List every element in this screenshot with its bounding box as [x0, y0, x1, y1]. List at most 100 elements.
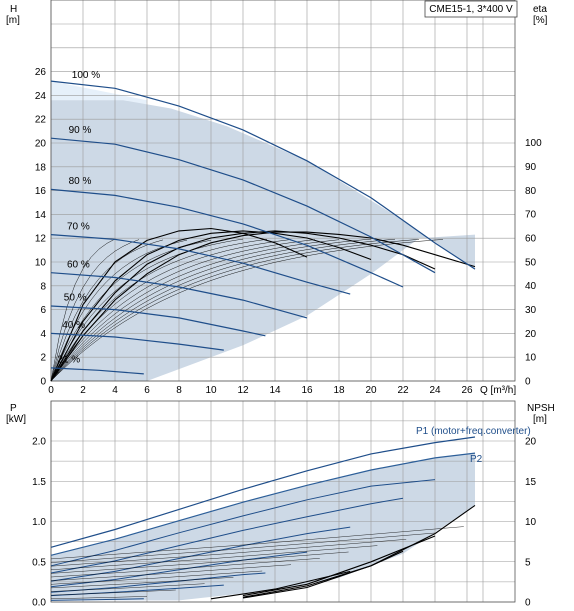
x-tick-label: 24 — [429, 385, 441, 396]
power-family-curve — [50, 596, 148, 599]
speed-label: 50 % — [64, 293, 87, 304]
eta-family-curve — [50, 238, 116, 382]
top-y-tick-label: 24 — [35, 91, 47, 102]
head-curve-40 — [50, 332, 224, 351]
eta-family-curve — [50, 239, 140, 382]
speed-label: 100 % — [72, 70, 100, 81]
top-y-tick-label: 14 — [35, 210, 47, 221]
x-tick-label: 0 — [48, 385, 54, 396]
top-y-right-tick-label: 50 — [525, 257, 537, 268]
bottom-y-axis-label-line1: P — [10, 403, 17, 414]
x-tick-label: 10 — [205, 385, 217, 396]
bottom-y-right-tick-label: 0 — [525, 598, 531, 609]
eta-curve-1 — [50, 230, 372, 382]
power-curve-3 — [50, 497, 404, 574]
speed-label: 21 % — [57, 355, 80, 366]
bottom-right-axis-label-line2: [m] — [533, 414, 547, 425]
power-curve-1 — [50, 452, 476, 556]
operating-envelope — [51, 100, 475, 381]
x-tick-label: 16 — [301, 385, 313, 396]
speed-label: 90 % — [69, 125, 92, 136]
eta-curve-2 — [50, 230, 436, 382]
top-y-tick-label: 6 — [40, 305, 46, 316]
top-right-axis-label-line2: [%] — [533, 15, 548, 26]
head-curve-80 — [50, 188, 404, 288]
top-y-right-tick-label: 20 — [525, 329, 537, 340]
power-family-curve — [50, 551, 349, 574]
power-family-curve — [50, 532, 436, 563]
head-curve-21 — [50, 367, 144, 375]
power-family-curve — [50, 570, 263, 585]
x-tick-label: 22 — [397, 385, 409, 396]
chart-title: CME15-1, 3*400 V — [429, 4, 513, 15]
x-tick-label: 8 — [176, 385, 182, 396]
top-y-right-tick-label: 40 — [525, 281, 537, 292]
legend-p1: P1 (motor+freq.converter) — [416, 426, 531, 437]
head-efficiency-chart: 100 % 90 % 80 % 70 % 60 % 50 % 40 % 21 % 0 24 6 8 10… — [35, 0, 542, 396]
power-curve-6 — [50, 572, 266, 593]
head-curve-50 — [50, 305, 266, 337]
x-axis-label: Q [m³/h] — [480, 385, 516, 396]
x-tick-label: 12 — [237, 385, 249, 396]
x-tick-label: 2 — [80, 385, 86, 396]
bottom-y-right-tick-label: 15 — [525, 477, 537, 488]
legend-p2: P2 — [470, 454, 483, 465]
head-curve-70 — [50, 234, 351, 295]
bottom-y-tick-label: 0.5 — [32, 557, 46, 568]
x-tick-label: 14 — [269, 385, 281, 396]
x-tick-label: 20 — [365, 385, 377, 396]
speed-label: 70 % — [67, 221, 90, 232]
power-family-curve — [50, 545, 378, 570]
head-curve-100 — [50, 80, 476, 270]
eta-family-curve — [50, 239, 420, 382]
eta-family-curve — [50, 239, 268, 382]
power-family-curve — [50, 583, 205, 592]
top-y-right-tick-label: 60 — [525, 234, 537, 245]
power-curve-8 — [50, 598, 144, 601]
top-plot-frame — [50, 0, 516, 382]
speed-label: 40 % — [62, 320, 85, 331]
npsh-curve-2 — [242, 550, 404, 598]
top-y-axis-label-line2: [m] — [6, 15, 20, 26]
bottom-y-tick-label: 1.0 — [32, 517, 46, 528]
top-y-tick-label: 2 — [40, 353, 46, 364]
top-y-right-tick-label: 90 — [525, 162, 537, 173]
top-y-right-tick-label: 80 — [525, 186, 537, 197]
eta-family-curve — [50, 239, 164, 382]
npsh-curve-3 — [210, 570, 351, 600]
top-y-tick-label: 20 — [35, 139, 47, 150]
top-y-tick-label: 16 — [35, 186, 47, 197]
speed-label: 80 % — [69, 176, 92, 187]
top-y-tick-label: 10 — [35, 258, 47, 269]
power-npsh-chart: 0.0 0.5 1.0 1.5 2.0 0 5 10 15 20 — [32, 400, 537, 609]
eta-curve-3 — [50, 231, 476, 382]
top-y-tick-label: 8 — [40, 281, 46, 292]
top-y-right-tick-label: 0 — [525, 377, 531, 388]
bottom-y-right-tick-label: 5 — [525, 557, 531, 568]
top-y-tick-label: 18 — [35, 162, 47, 173]
top-y-axis-label-line1: H — [10, 4, 17, 15]
x-tick-label: 6 — [144, 385, 150, 396]
power-family-curve — [50, 526, 464, 560]
bottom-y-right-tick-label: 10 — [525, 517, 537, 528]
eta-family-curve — [50, 238, 396, 382]
eta-family-curve — [50, 238, 372, 382]
bottom-y-axis-label-line2: [kW] — [6, 414, 26, 425]
top-y-tick-label: 12 — [35, 234, 47, 245]
eta-family-curve — [50, 239, 340, 382]
bottom-y-tick-label: 0.0 — [32, 598, 46, 609]
top-y-right-tick-label: 100 — [525, 138, 542, 149]
speed-label: 60 % — [67, 259, 90, 270]
power-family-curve — [50, 589, 176, 596]
power-curve-4 — [50, 526, 351, 582]
npsh-curve-1 — [242, 535, 436, 597]
eta-family-curve — [50, 239, 316, 382]
power-curve-2 — [50, 479, 436, 567]
top-y-right-tick-label: 70 — [525, 210, 537, 221]
power-curve-0 — [50, 436, 476, 548]
eta-family-curve — [50, 239, 212, 382]
top-right-axis-label-line1: eta — [533, 4, 547, 15]
power-family-curve — [50, 564, 292, 581]
eta-family-curve — [50, 238, 244, 382]
